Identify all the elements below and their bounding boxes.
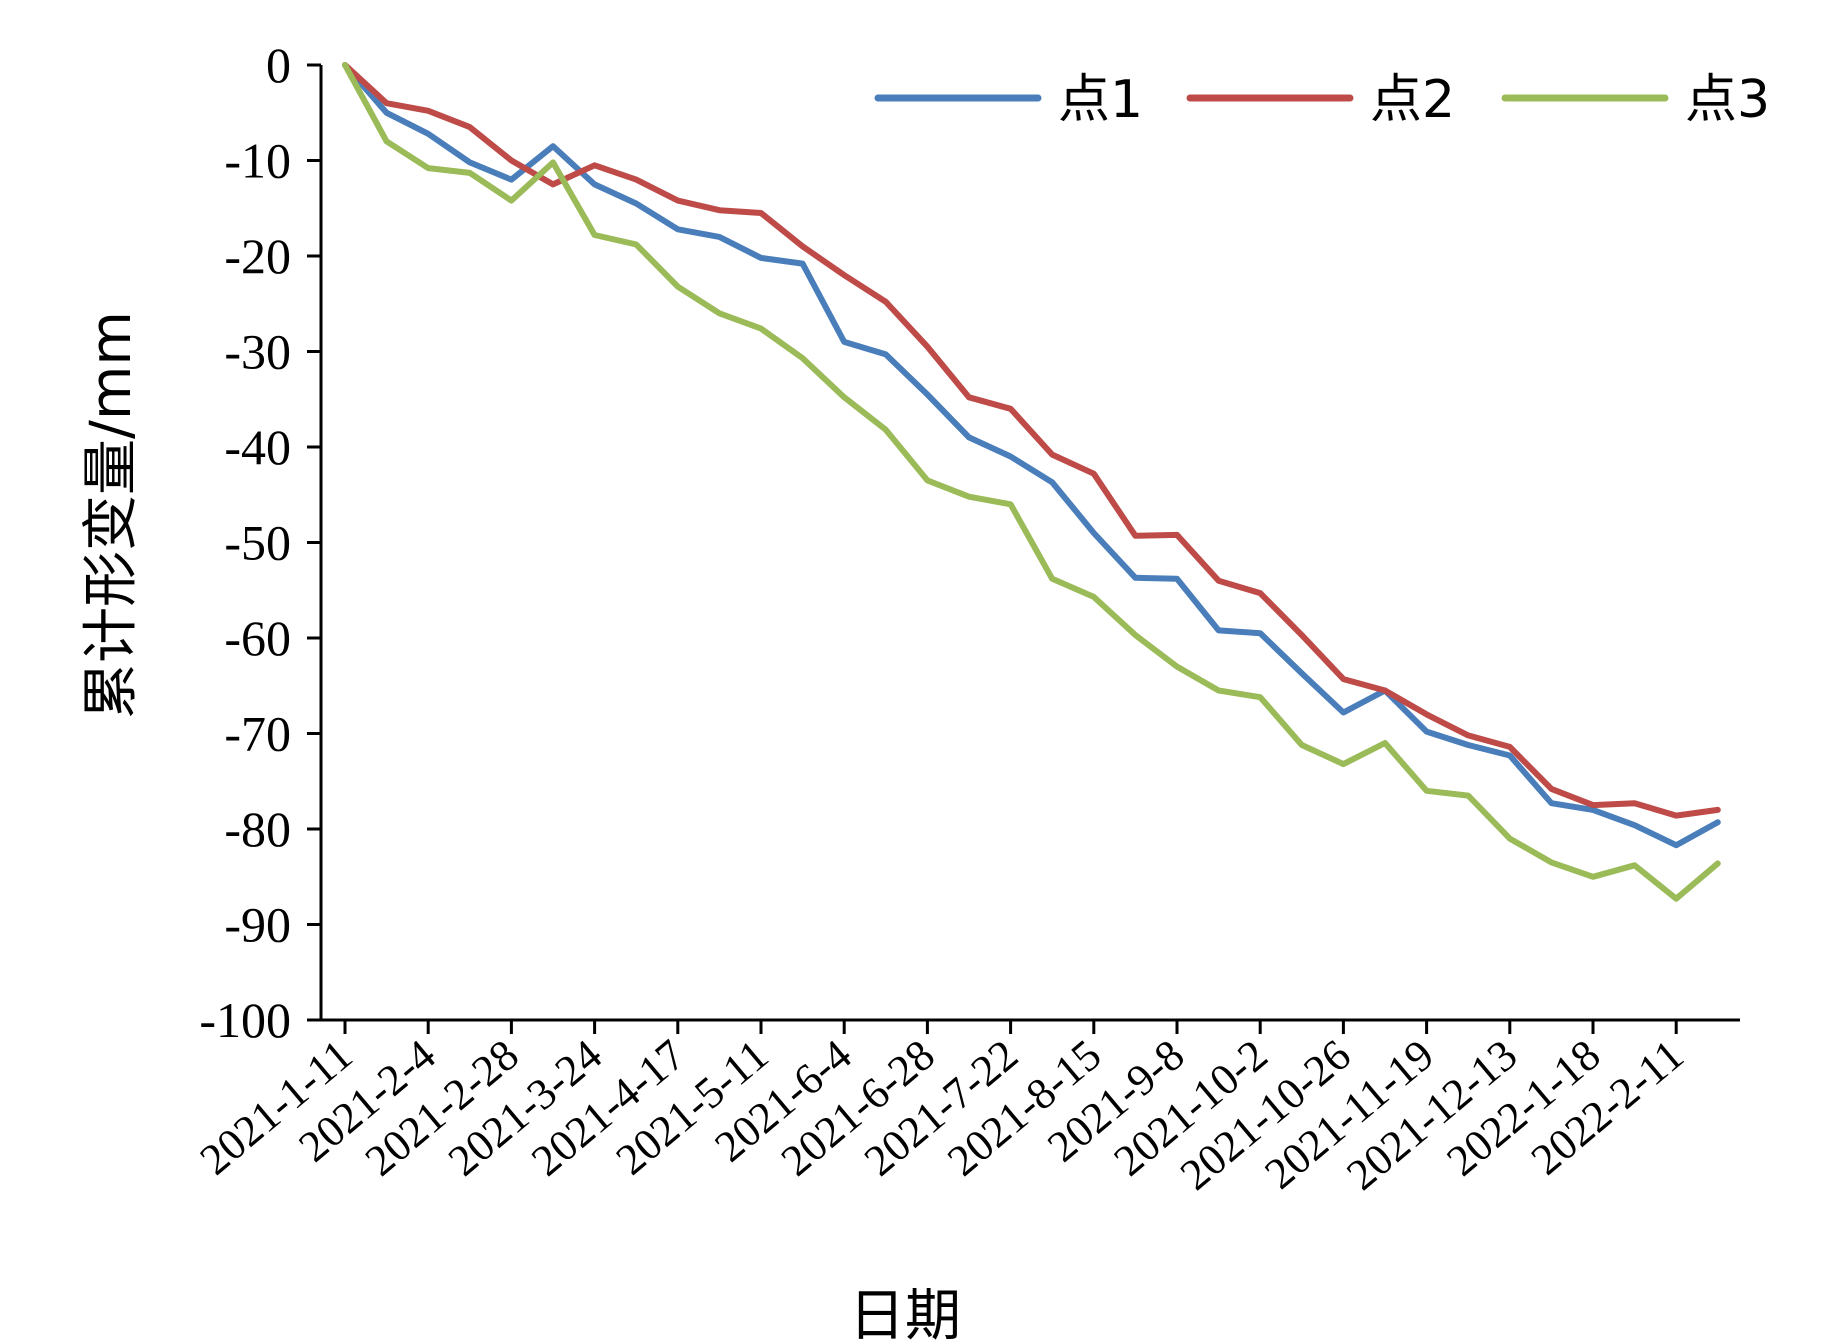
series-line-3 bbox=[342, 62, 1721, 902]
y-tick-label: -100 bbox=[199, 992, 291, 1048]
legend-item-2: 点2 bbox=[1186, 70, 1455, 130]
series-group bbox=[342, 62, 1721, 902]
y-tick-label: -80 bbox=[224, 801, 291, 857]
series-line-2 bbox=[342, 62, 1721, 819]
legend-item-3: 点3 bbox=[1501, 70, 1770, 130]
y-axis-title: 累计形变量/mm bbox=[79, 311, 144, 719]
y-tick-label: -60 bbox=[224, 610, 291, 666]
y-tick-label: -70 bbox=[224, 706, 291, 762]
y-tick-label: 0 bbox=[266, 37, 291, 93]
legend-label: 点2 bbox=[1370, 70, 1455, 130]
legend-item-1: 点1 bbox=[874, 70, 1143, 130]
y-ticks: 0 -10 -20 -30 -40 -50 -60 -70 -80 -90 -100 bbox=[199, 37, 321, 1048]
legend: 点1 点2 点3 bbox=[874, 70, 1770, 130]
legend-label: 点3 bbox=[1685, 70, 1770, 130]
y-tick-label: -20 bbox=[224, 228, 291, 284]
plot-area: 0 -10 -20 -30 -40 -50 -60 -70 -80 -90 -100 2021-1-… bbox=[191, 37, 1740, 1200]
legend-label: 点1 bbox=[1058, 70, 1143, 130]
x-ticks: 2021-1-112021-2-42021-2-282021-3-242021-… bbox=[191, 1020, 1693, 1200]
y-tick-label: -50 bbox=[224, 515, 291, 571]
y-tick-label: -10 bbox=[224, 133, 291, 189]
y-tick-label: -90 bbox=[224, 897, 291, 953]
y-tick-label: -40 bbox=[224, 419, 291, 475]
series-line-1 bbox=[342, 62, 1721, 849]
x-axis-title: 日期 bbox=[849, 1284, 961, 1340]
y-tick-label: -30 bbox=[224, 324, 291, 380]
